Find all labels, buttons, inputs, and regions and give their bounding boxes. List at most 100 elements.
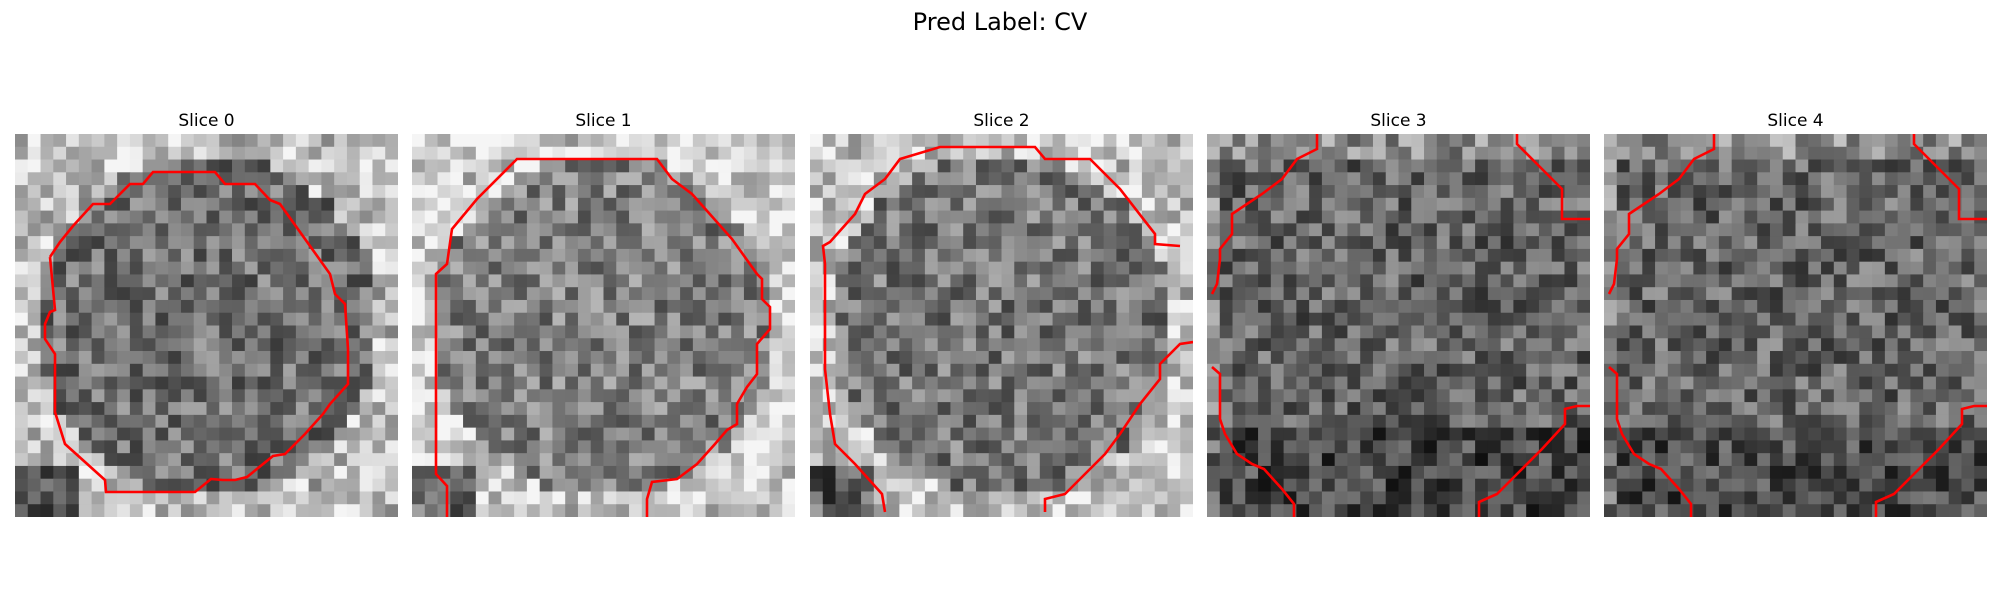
pixel-cell [782,312,795,326]
pixel-cell [321,427,335,441]
pixel-cell [552,248,566,263]
pixel-cell [1039,134,1053,148]
pixel-cell [641,363,655,377]
pixel-cell [1372,223,1387,237]
pixel-cell [15,453,29,467]
pixel-cell [1846,146,1860,160]
pixel-cell [1309,376,1323,390]
pixel-cell [1116,210,1130,224]
pixel-cell [142,363,156,377]
pixel-cell [1078,338,1092,352]
pixel-cell [873,351,887,365]
pixel-cell [1564,261,1578,275]
pixel-cell [1309,389,1323,403]
pixel-cell [950,363,964,377]
pixel-cell [937,223,951,237]
pixel-cell [1078,312,1092,326]
pixel-cell [1897,261,1911,275]
pixel-cell [1604,134,1618,148]
pixel-cell [924,491,939,505]
pixel-cell [705,491,719,505]
pixel-cell [283,325,297,339]
pixel-cell [1052,453,1066,467]
pixel-cell [1475,172,1489,186]
pixel-cell [1014,236,1028,250]
pixel-cell [1577,363,1590,377]
pixel-cell [1449,134,1463,148]
pixel-cell [359,478,373,492]
pixel-cell [848,376,862,390]
pixel-cell [1629,159,1643,173]
pixel-cell [295,312,310,326]
pixel-cell [1398,338,1412,352]
pixel-cell [168,274,182,288]
pixel-cell [1487,159,1502,173]
pixel-cell [526,287,541,301]
pixel-cell [1103,414,1117,429]
pixel-cell [1884,338,1899,352]
pixel-cell [1424,376,1438,390]
pixel-cell [1270,236,1284,250]
pixel-cell [1141,248,1156,263]
pixel-cell [1487,197,1502,211]
pixel-cell [193,312,207,326]
pixel-cell [603,236,617,250]
pixel-cell [1718,261,1733,275]
pixel-cell [1360,312,1374,326]
pixel-cell [1014,504,1028,517]
pixel-cell [950,402,964,416]
pixel-cell [501,312,515,326]
pixel-cell [1296,197,1310,211]
pixel-cell [603,478,617,492]
pixel-cell [975,376,990,390]
pixel-cell [1245,248,1259,263]
pixel-cell [1436,338,1450,352]
pixel-cell [1923,414,1937,429]
pixel-cell [810,325,824,339]
pixel-cell [873,236,887,250]
pixel-cell [1821,236,1835,250]
pixel-cell [1232,389,1246,403]
pixel-cell [1411,146,1425,160]
pixel-cell [295,440,310,454]
pixel-cell [743,453,758,467]
pixel-cell [1487,299,1502,314]
pixel-cell [975,197,990,211]
pixel-cell [1180,389,1193,403]
pixel-cell [1923,134,1937,148]
pixel-cell [1014,261,1028,275]
pixel-cell [104,185,118,199]
pixel-cell [1935,274,1950,288]
pixel-cell [1207,440,1221,454]
pixel-cell [1296,325,1310,339]
pixel-cell [1846,504,1860,517]
pixel-cell [180,427,195,441]
pixel-cell [963,261,977,275]
pixel-cell [1014,491,1028,505]
pixel-cell [283,223,297,237]
pixel-cell [1923,299,1937,314]
pixel-cell [667,134,681,148]
pixel-cell [1718,236,1733,250]
pixel-cell [206,312,220,326]
pixel-cell [40,325,54,339]
pixel-cell [193,223,207,237]
pixel-cell [577,504,592,517]
pixel-cell [295,363,310,377]
pixel-cell [1604,185,1618,199]
pixel-cell [950,478,964,492]
pixel-cell [1283,236,1297,250]
pixel-cell [861,261,875,275]
pixel-cell [463,197,477,211]
pixel-cell [346,491,361,505]
pixel-cell [488,172,502,186]
pixel-cell [539,146,553,160]
pixel-cell [142,338,156,352]
pixel-cell [180,172,195,186]
pixel-cell [1154,453,1168,467]
pixel-cell [1321,312,1336,326]
pixel-cell [1027,427,1041,441]
pixel-cell [1974,159,1987,173]
pixel-cell [1258,363,1272,377]
pixel-cell [1052,338,1066,352]
